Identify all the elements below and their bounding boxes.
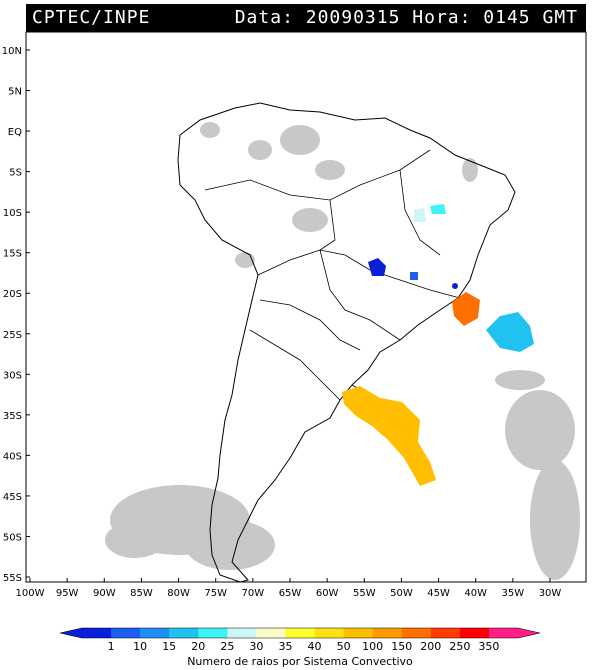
lon-tick-label: 95W [56,588,79,599]
longitude-axis: 100W 95W 90W 85W 80W 75W 70W 65W 60W 55W 50W 45W 40W… [16,578,562,599]
lat-tick-label: 5S [9,168,22,179]
lat-tick-label: 5N [8,87,22,98]
colorbar-swatch [372,628,403,638]
map-frame [25,31,587,583]
title-bar: CPTEC/INPE Data: 20090315 Hora: 0145 GMT [26,4,586,32]
system-blue-3 [452,283,458,289]
lat-tick-label: 10N [2,46,22,57]
lon-tick-label: 80W [167,588,190,599]
system-orange-1 [452,292,480,326]
system-cyan-2 [486,312,534,352]
lat-tick-label: 10S [3,208,22,219]
country-borders [204,149,461,406]
lat-tick-label: 25S [3,330,22,341]
colorbar-tick-label: 25 [220,640,234,653]
colorbar-tick-label: 150 [391,640,412,653]
lon-tick-label: 65W [279,588,302,599]
system-amber-1 [342,386,436,486]
lat-tick-label: 30S [3,370,22,381]
lat-tick-label: 40S [3,451,22,462]
latitude-axis: 10N 5N EQ 5S 10S 15S 20S 25S 30S 35S 40S 45S 50S 55S [2,46,30,584]
colorbar-tick-label: 15 [162,640,176,653]
colorbar-tick-label: 1 [108,640,115,653]
colorbar-swatch [256,628,286,638]
lon-tick-label: 35W [502,588,525,599]
colorbar-left-arrow [60,628,82,638]
colorbar-tick-label: 40 [308,640,322,653]
colorbar-tick-label: 20 [191,640,205,653]
lat-tick-label: 35S [3,411,22,422]
colorbar-tick-label: 100 [362,640,383,653]
system-lightcyan-1 [414,208,426,222]
lat-tick-label: EQ [8,127,22,138]
lon-tick-label: 55W [353,588,376,599]
system-cyan-1 [430,204,446,214]
colorbar-tick-label: 200 [420,640,441,653]
colorbar-tick-label: 30 [249,640,263,653]
lat-tick-label: 15S [3,249,22,260]
lat-tick-label: 50S [3,532,22,543]
colorbar-swatch [227,628,257,638]
colorbar-swatch [314,628,345,638]
lon-tick-label: 30W [539,588,562,599]
south-america-outline [177,102,516,583]
colorbar-outline [59,627,541,639]
colorbar-swatch [140,628,170,638]
agency-label: CPTEC/INPE [32,7,151,28]
cloud-cover [105,122,580,580]
colorbar-swatch [430,628,461,638]
colorbar-right-arrow [518,628,540,638]
colorbar-swatch [285,628,316,638]
convective-systems [342,204,534,486]
colorbar-swatch [401,628,432,638]
colorbar-swatch [111,628,141,638]
lon-tick-label: 75W [204,588,227,599]
lon-tick-label: 70W [242,588,265,599]
colorbar-swatch [82,628,112,638]
colorbar-tick-label: 350 [478,640,499,653]
colorbar-tick-label: 35 [278,640,292,653]
colorbar-tick-label: 10 [133,640,147,653]
system-blue-1 [368,258,386,276]
datetime-label: Data: 20090315 Hora: 0145 GMT [234,7,578,28]
lat-tick-label: 45S [3,492,22,503]
colorbar-swatch [169,628,199,638]
lon-tick-label: 90W [93,588,116,599]
lon-tick-label: 100W [16,588,45,599]
lon-tick-label: 50W [390,588,413,599]
lon-tick-label: 85W [130,588,153,599]
lon-tick-label: 40W [464,588,487,599]
lat-tick-label: 20S [3,289,22,300]
colorbar-label: Numero de raios por Sistema Convectivo [187,655,413,668]
colorbar-tick-label: 50 [337,640,351,653]
lat-tick-label: 55S [3,573,22,584]
system-blue-2 [410,272,418,280]
colorbar-swatch [459,628,490,638]
colorbar-tick-label: 250 [449,640,470,653]
colorbar-swatch [198,628,228,638]
lon-tick-label: 45W [427,588,450,599]
colorbar: 1 10 15 20 25 30 35 40 50 100 150 200 250 350 [59,627,541,653]
colorbar-swatch [343,628,374,638]
colorbar-swatch [488,628,519,638]
lon-tick-label: 60W [316,588,339,599]
